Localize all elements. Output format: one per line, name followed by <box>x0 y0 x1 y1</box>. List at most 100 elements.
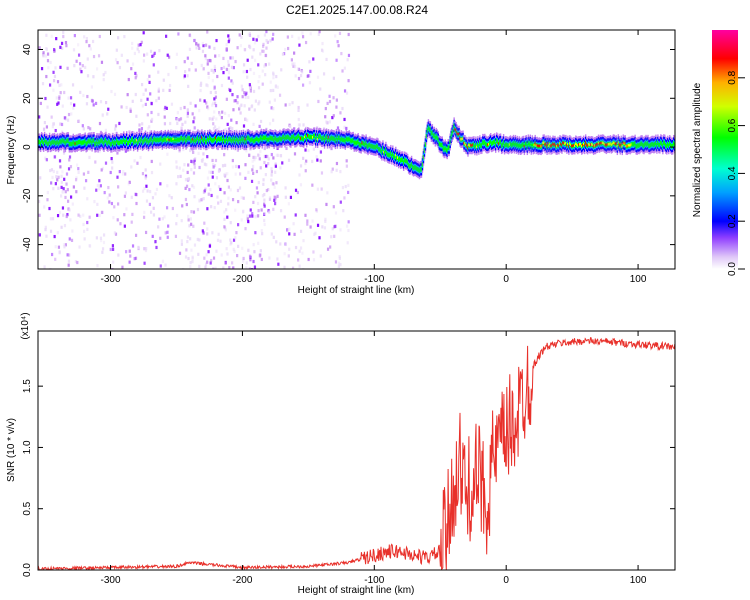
spectrogram-cell <box>325 120 328 124</box>
spectrogram-cell <box>38 139 41 145</box>
spectrogram-cell <box>279 242 282 246</box>
spectrogram-cell <box>141 172 145 176</box>
spectrogram-cell <box>224 138 227 144</box>
spectrogram-cell <box>110 89 113 94</box>
spectrogram-cell <box>138 137 141 142</box>
spectrogram-cell <box>190 248 193 252</box>
spectrogram-cell <box>595 143 598 146</box>
spectrogram-cell <box>476 145 478 149</box>
spectrogram-cell <box>305 133 307 139</box>
colorbar-tick-label: 0.0 <box>727 262 738 276</box>
spectrogram-cell <box>61 104 64 108</box>
spectrogram-cell <box>83 35 86 39</box>
spectrogram-cell <box>44 140 47 145</box>
spectrogram-cell <box>341 137 344 143</box>
spectrogram-cell <box>359 142 361 147</box>
spectrogram-cell <box>243 91 246 95</box>
spectrogram-cell <box>186 239 189 244</box>
spectrogram-cell <box>144 136 147 142</box>
spectrogram-cell <box>110 156 113 161</box>
spectrogram-cell <box>289 195 293 199</box>
spectrogram-cell <box>239 44 242 48</box>
spectrogram-cell <box>83 140 85 145</box>
spectrogram-cell <box>186 177 189 181</box>
spectrogram-cell <box>101 138 103 143</box>
x-tick-label: -100 <box>364 274 384 285</box>
spectrogram-cell <box>283 52 286 56</box>
spectrogram-cell <box>292 64 295 68</box>
spectrogram-cell <box>220 137 222 142</box>
y-tick-label: 1.5 <box>22 379 33 393</box>
spectrogram-cell <box>62 187 65 191</box>
spectrogram-cell <box>130 195 133 199</box>
spectrogram-cell <box>225 42 228 47</box>
spectrogram-cell <box>397 156 399 159</box>
spectrogram-cell <box>196 137 198 142</box>
spectrogram-cell <box>178 251 182 255</box>
spectrogram-cell <box>293 65 297 69</box>
spectrogram-cell <box>259 249 262 253</box>
spectrogram-cell <box>201 41 204 46</box>
spectrogram-cell <box>113 231 116 235</box>
spectrogram-cell <box>259 253 262 257</box>
spectrogram-cell <box>130 220 133 224</box>
spectrogram-cell <box>225 208 228 212</box>
spectrogram-cell <box>73 33 76 38</box>
spectrogram-cell <box>198 198 201 202</box>
spectrogram-cell <box>620 142 622 146</box>
spectrogram-cell <box>383 150 385 154</box>
spectrogram-cell <box>422 155 425 160</box>
spectrogram-cell <box>243 47 246 52</box>
spectrogram-cell <box>194 137 196 142</box>
spectrogram-cell <box>209 135 211 141</box>
spectrogram-cell <box>321 225 324 229</box>
spectrogram-cell <box>123 194 127 198</box>
spectrogram-cell <box>54 182 57 186</box>
spectrogram-cell <box>302 156 305 160</box>
spectrogram-cell <box>192 160 195 164</box>
spectrogram-cell <box>163 137 166 143</box>
spectrogram-cell <box>267 162 270 166</box>
spectrogram-cell <box>200 198 203 202</box>
spectrogram-cell <box>363 141 365 147</box>
spectrogram-cell <box>345 159 348 163</box>
spectrogram-cell <box>297 117 300 122</box>
spectrogram-cell <box>312 258 316 262</box>
spectrogram-cell <box>629 144 631 147</box>
spectrogram-cell <box>66 188 69 192</box>
spectrogram-cell <box>132 140 135 145</box>
spectrogram-cell <box>315 155 318 159</box>
spectrogram-cell <box>570 143 572 146</box>
spectrogram-cell <box>314 137 317 142</box>
spectrogram-cell <box>638 143 640 148</box>
spectrogram-cell <box>44 227 47 232</box>
spectrogram-cell <box>398 157 400 162</box>
spectrogram-cell <box>496 139 499 145</box>
spectrogram-cell <box>120 105 123 109</box>
spectrogram-cell <box>659 142 661 148</box>
spectrogram-cell <box>246 75 249 79</box>
spectrogram-cell <box>441 142 443 148</box>
spectrogram-cell <box>287 134 289 140</box>
spectrogram-cell <box>249 85 252 89</box>
spectrogram-cell <box>203 99 206 103</box>
spectrogram-cell <box>306 136 308 142</box>
spectrogram-cell <box>79 214 82 218</box>
spectrogram-cell <box>237 165 241 169</box>
spectrogram-cell <box>312 133 315 139</box>
spectrogram-cell <box>214 90 217 95</box>
spectrogram-cell <box>95 141 97 146</box>
spectrogram-cell <box>501 142 504 147</box>
spectrogram-cell <box>651 142 653 147</box>
spectrogram-cell <box>601 141 604 144</box>
spectrogram-cell <box>266 137 268 143</box>
spectrogram-cell <box>108 193 111 197</box>
spectrogram-cell <box>148 138 151 144</box>
spectrogram-cell <box>69 165 73 169</box>
spectrogram-cell <box>227 202 230 206</box>
spectrogram-cell <box>248 153 251 158</box>
spectrogram-cell <box>252 122 255 126</box>
spectrogram-cell <box>77 170 80 175</box>
spectrogram-cell <box>529 140 531 146</box>
spectrogram-cell <box>346 58 349 62</box>
